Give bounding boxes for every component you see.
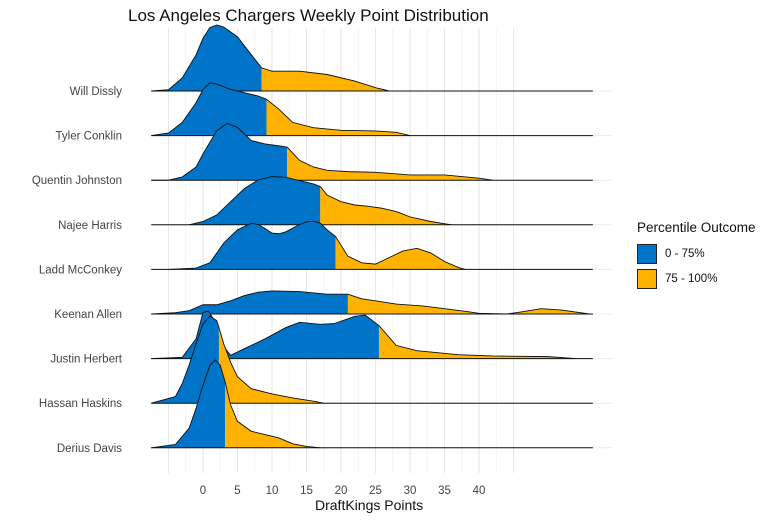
ridge-lower [189, 176, 321, 225]
ridge-upper [287, 147, 493, 181]
legend-label-lower: 0 - 75% [665, 247, 705, 260]
ridge-upper [320, 186, 452, 225]
ridge-lower [151, 82, 267, 136]
ridge-outline [151, 82, 411, 137]
y-tick-label: Justin Herbert [50, 354, 122, 366]
x-tick-label: 20 [335, 485, 348, 497]
legend-item-upper: 75 - 100% [637, 266, 756, 291]
ridge-outline [151, 290, 593, 315]
x-tick-label: 35 [438, 485, 451, 497]
ridge-lower [151, 316, 219, 404]
ridge-upper [225, 381, 321, 448]
x-tick-label: 25 [369, 485, 382, 497]
x-tick-label: 5 [234, 485, 240, 497]
ridge-outline [151, 359, 321, 449]
ridge-upper [378, 325, 576, 359]
legend-swatch-lower [637, 243, 657, 264]
x-tick-label: 10 [266, 485, 279, 497]
ridge-upper [335, 236, 466, 270]
ridge-upper [347, 294, 593, 314]
ridge-lower [151, 290, 348, 314]
y-tick-label: Will Dissly [70, 86, 123, 98]
y-tick-label: Hassan Haskins [39, 398, 122, 410]
y-tick-label: Keenan Allen [54, 309, 122, 321]
y-tick-label: Ladd McConkey [39, 264, 122, 276]
ridge-upper [218, 327, 324, 404]
ridge-outline [151, 315, 324, 404]
legend: Percentile Outcome 0 - 75% 75 - 100% [637, 220, 756, 291]
ridge-outline [151, 122, 493, 181]
ridge-lower [151, 360, 226, 448]
chart-title: Los Angeles Chargers Weekly Point Distri… [128, 6, 489, 25]
y-tick-label: Najee Harris [58, 220, 122, 232]
y-tick-label: Derius Davis [57, 443, 122, 455]
x-tick-label: 15 [300, 485, 313, 497]
x-tick-label: 30 [404, 485, 417, 497]
legend-swatch-upper [637, 268, 657, 289]
ridge-upper [261, 67, 390, 91]
ridge-lower [151, 25, 262, 91]
y-tick-label: Tyler Conklin [56, 131, 122, 143]
ridge-lower [151, 123, 288, 181]
ridge-outline [189, 176, 452, 226]
x-axis-label: DraftKings Points [315, 497, 424, 513]
ridge-lower [168, 221, 336, 270]
legend-item-lower: 0 - 75% [637, 241, 756, 266]
ridge-outline [168, 220, 466, 270]
x-tick-label: 0 [200, 485, 206, 497]
legend-title: Percentile Outcome [637, 220, 756, 235]
y-tick-label: Quentin Johnston [32, 175, 122, 187]
x-tick-label: 40 [473, 485, 486, 497]
ridge-outline [151, 310, 576, 360]
ridge-upper [266, 99, 410, 136]
ridge-outline [151, 24, 390, 92]
legend-label-upper: 75 - 100% [665, 272, 718, 285]
